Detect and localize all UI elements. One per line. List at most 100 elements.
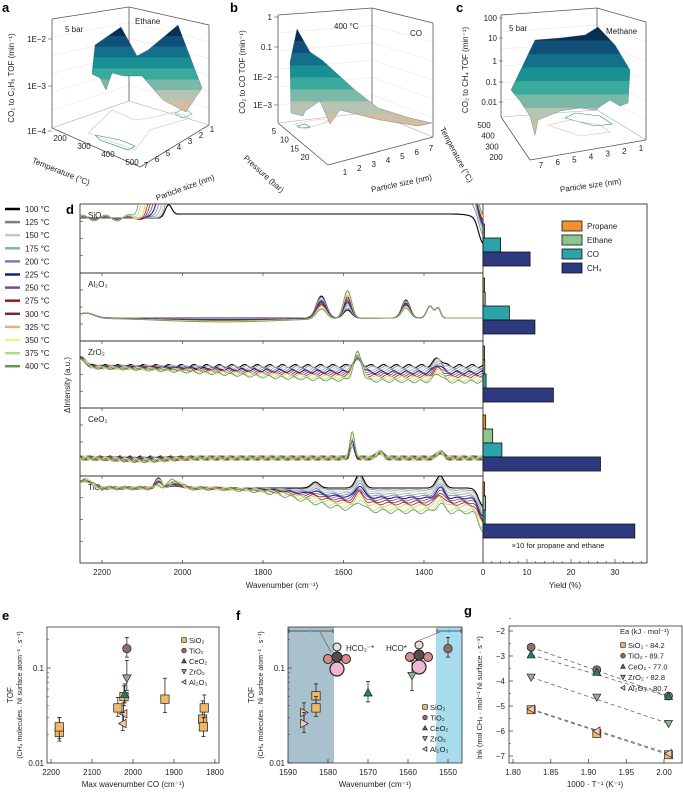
x-tick-label: 1400 (415, 568, 433, 577)
x-tick-label: 2000 (124, 768, 142, 777)
z-tick-label: 1E−3 (27, 82, 46, 91)
legend-swatch (561, 262, 583, 274)
spectrum-line (80, 204, 483, 222)
x-tick-label: 1600 (335, 568, 353, 577)
y-axis-label: Particle size (nm) (155, 173, 216, 203)
scatter-plot-e: 0.01 0.1 2200 2100 2000 1900 1800 Max wavenumbe… (6, 626, 224, 789)
axis-line (277, 122, 329, 166)
range-center (447, 629, 451, 633)
legend-marker (181, 669, 187, 675)
legend-label: Propane (587, 222, 618, 231)
legend-marker (620, 642, 626, 648)
legend-marker (422, 724, 428, 731)
axis-line (327, 136, 434, 166)
legend-marker (181, 647, 187, 654)
yield-bar (482, 387, 554, 403)
yield-bar (482, 495, 487, 511)
x-tick-label: 1800 (206, 768, 224, 777)
data-point (407, 671, 417, 681)
leader-line (319, 631, 332, 653)
legend-label: 375 °C (25, 349, 50, 358)
data-point (526, 673, 536, 682)
axis-line (371, 7, 434, 24)
x-tick-label: 2200 (42, 768, 60, 777)
y-tick-label: 0.01 (269, 759, 285, 768)
spectrum-line (80, 354, 483, 376)
y-axis-label: ΔIntensity (a.u.) (63, 357, 72, 413)
yield-bar (482, 442, 503, 458)
contour-line (94, 134, 136, 151)
grid-line (277, 25, 373, 34)
yield-bar (482, 456, 601, 472)
axis-line (596, 109, 647, 141)
spectrum-line (80, 299, 483, 321)
legend-label: Ethane (587, 236, 613, 245)
y-tick-label: 1 (639, 144, 644, 153)
support-label: SiO₂ (88, 211, 104, 220)
spectrum-line (80, 291, 483, 323)
x-tick-label: 1560 (399, 768, 417, 777)
y-tick-label: 2 (199, 131, 204, 140)
yield-bar (482, 237, 502, 253)
temperature-legend: 100 °C 125 °C 150 °C 175 °C 200 °C 225 °C 250 … (5, 205, 50, 371)
x-axis-label: Wavenumber (cm⁻¹) (339, 780, 412, 789)
contour-line (87, 109, 191, 151)
y-axis-label: TOF (247, 687, 256, 703)
legend-label: CeO₂ - 77.0 (628, 662, 668, 671)
yield-bar (482, 223, 485, 239)
yield-bar (482, 277, 485, 293)
y-tick-label: 7 (539, 161, 544, 170)
atom (423, 652, 433, 662)
yield-bar (482, 359, 486, 375)
data-point (443, 644, 453, 654)
annotation: 400 °C (334, 22, 359, 31)
grid-line (277, 42, 373, 52)
data-point (526, 704, 535, 714)
x-tick-label: 1570 (359, 768, 377, 777)
support-label: ZrO₂ (88, 348, 105, 357)
x-tick-label: 400 (481, 132, 495, 141)
atom (341, 654, 351, 664)
data-point (663, 719, 674, 729)
grid-line (371, 77, 434, 100)
legend-label: Al₂O₃ (430, 745, 448, 754)
spectrum-line (80, 350, 483, 384)
y-tick-label: 3 (371, 160, 376, 169)
x-tick-label: 2200 (93, 568, 111, 577)
data-point (198, 722, 208, 732)
y-tick-label: −6 (496, 727, 506, 736)
data-point (199, 703, 209, 713)
legend-label: 400 °C (25, 362, 50, 371)
fit-line (530, 676, 669, 724)
tof-surface (510, 26, 631, 136)
panel-label-c: c (456, 0, 463, 15)
axis-line (128, 6, 210, 26)
x-tick-label: 0 (481, 568, 486, 577)
legend-label: ZrO₂ (189, 668, 205, 677)
y-tick-label: 0.01 (28, 759, 44, 768)
y-tick-label: 7 (144, 161, 149, 170)
legend-marker (619, 684, 626, 691)
y-tick-label: 5 (166, 149, 171, 158)
legend-label: Al₂O₃ (189, 678, 207, 687)
legend-label: TiO₂ (189, 647, 204, 656)
z-tick-label: 1 (268, 13, 273, 22)
legend-label: CO (587, 250, 599, 259)
data-point (117, 718, 127, 729)
y-axis-label: TOF (6, 687, 15, 703)
legend-label: CH₄ (587, 264, 602, 273)
legend-swatch (561, 220, 583, 232)
axis-line (51, 100, 130, 129)
axis-line (596, 7, 647, 23)
yield-bar (482, 305, 510, 321)
data-point (363, 687, 373, 697)
legend-label: 300 °C (25, 310, 50, 319)
legend-marker (620, 663, 626, 669)
legend-swatch (561, 234, 583, 246)
data-point (54, 722, 64, 732)
y-axis-label: lnk (mol CH₄ · mol⁻¹ Ni surface · s⁻¹) (475, 636, 484, 759)
z-tick-label: 1 (493, 57, 498, 66)
atom (323, 654, 333, 664)
x-tick-label: 1550 (439, 768, 457, 777)
y-tick-label: 0.1 (274, 664, 286, 673)
